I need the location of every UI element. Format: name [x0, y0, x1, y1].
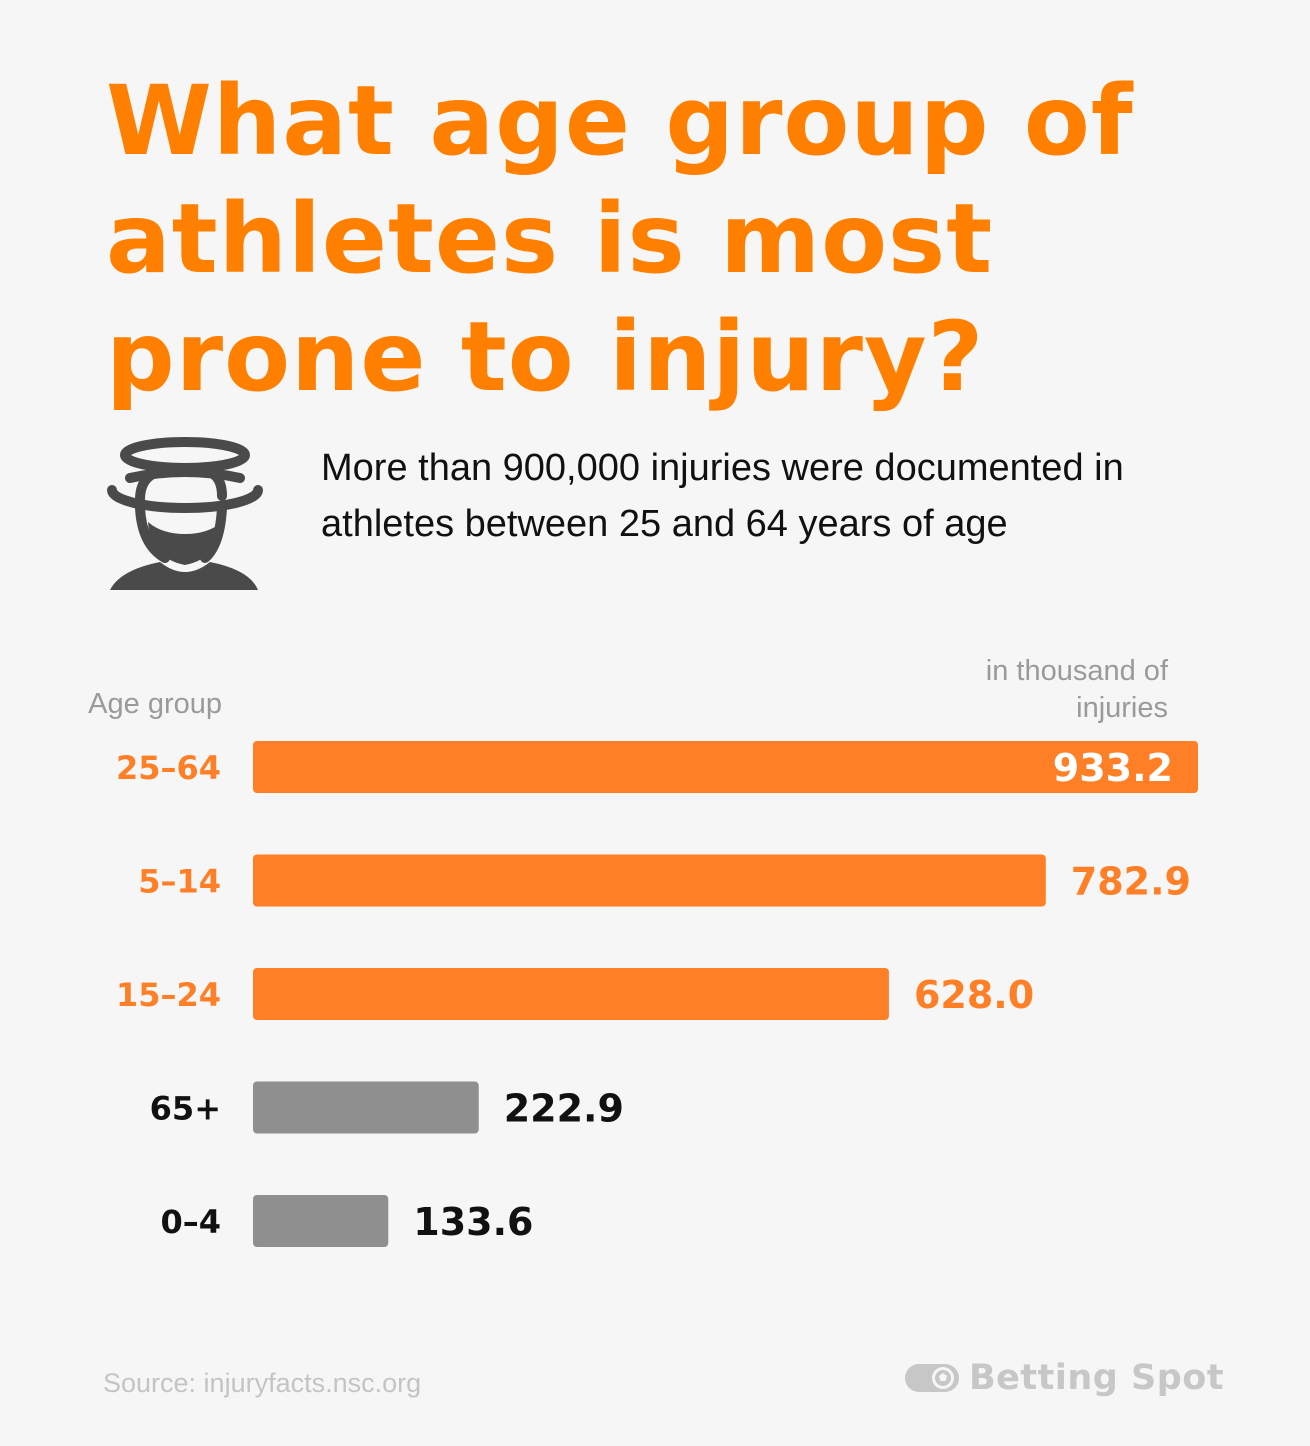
value-label: 933.2 — [1053, 746, 1173, 790]
x-axis-unit-label: in thousand of injuries — [985, 655, 1168, 724]
bar-0–4 — [253, 1195, 389, 1247]
category-label: 25–64 — [116, 749, 221, 787]
y-axis-label: Age group — [88, 688, 222, 720]
bar-15–24 — [253, 968, 889, 1020]
page-title: What age group of athletes is most prone… — [106, 65, 1134, 413]
value-label: 222.9 — [504, 1087, 624, 1131]
subtitle: More than 900,000 injuries were document… — [321, 447, 1124, 545]
category-label: 5–14 — [138, 863, 221, 901]
brand-logo: Betting Spot — [905, 1358, 1224, 1398]
value-label: 133.6 — [413, 1200, 533, 1244]
bar-65+ — [253, 1081, 479, 1134]
bar-chart: 25–64 933.2 5–14 782.9 15–24 628.0 65+ 222.9 0–4… — [116, 741, 1198, 1247]
category-label: 15–24 — [116, 976, 221, 1014]
category-label: 0–4 — [160, 1203, 221, 1241]
category-label: 65+ — [150, 1090, 221, 1128]
dizzy-head-icon — [107, 437, 263, 590]
brand-name: Betting Spot — [969, 1358, 1225, 1398]
bar-5–14 — [253, 854, 1046, 907]
value-label: 628.0 — [914, 973, 1034, 1017]
source-note: Source: injuryfacts.nsc.org — [103, 1368, 422, 1398]
football-ticket-icon — [905, 1364, 959, 1392]
bar-25–64 — [253, 741, 1198, 793]
value-label: 782.9 — [1071, 860, 1191, 904]
